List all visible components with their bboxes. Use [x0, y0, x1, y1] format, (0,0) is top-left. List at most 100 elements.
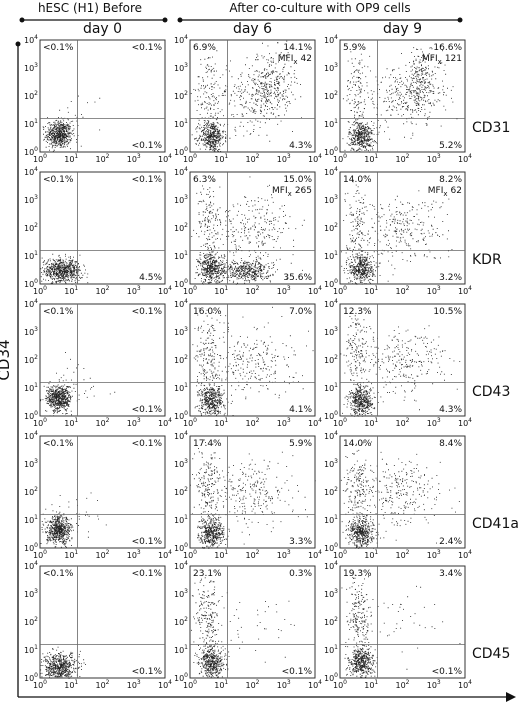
tick-base: 10 [174, 64, 184, 73]
tick-exp: 0 [34, 542, 38, 549]
tick-exp: 1 [34, 118, 38, 125]
tick-base: 10 [174, 590, 184, 599]
quadrant-percent: <0.1% [132, 569, 163, 579]
tick-base: 10 [158, 155, 168, 164]
tick-label: 102 [245, 417, 259, 428]
dot-cloud [341, 569, 461, 679]
tick-base: 10 [33, 419, 43, 428]
quadrant-percent: <0.1% [132, 405, 163, 415]
tick-exp: 0 [193, 153, 197, 160]
mfi-value: 42 [301, 54, 312, 64]
tick-base: 10 [324, 224, 334, 233]
tick-base: 10 [245, 551, 255, 560]
tick-label: 103 [127, 679, 141, 690]
tick-label: 104 [158, 285, 172, 296]
tick-base: 10 [158, 419, 168, 428]
tick-base: 10 [64, 681, 74, 690]
tick-label: 104 [24, 298, 38, 309]
tick-label: 101 [174, 382, 188, 393]
tick-base: 10 [214, 681, 224, 690]
quadrant-percent: 14.0% [343, 439, 372, 449]
tick-label: 102 [95, 285, 109, 296]
tick-exp: 1 [224, 549, 228, 556]
tick-exp: 4 [468, 153, 472, 160]
dot-cloud [42, 95, 101, 152]
tick-base: 10 [174, 544, 184, 553]
tick-base: 10 [33, 551, 43, 560]
tick-exp: 1 [334, 514, 338, 521]
tick-label: 100 [183, 153, 197, 164]
tick-exp: 1 [224, 679, 228, 686]
dot-cloud [191, 577, 295, 679]
quadrant-percent: 14.1% [283, 43, 312, 53]
quadrant-percent: 4.1% [289, 405, 312, 415]
tick-exp: 2 [256, 679, 260, 686]
tick-label: 102 [245, 549, 259, 560]
tick-exp: 4 [168, 153, 172, 160]
tick-exp: 0 [34, 278, 38, 285]
tick-label: 100 [183, 549, 197, 560]
tick-exp: 4 [184, 430, 188, 437]
tick-exp: 2 [34, 90, 38, 97]
tick-base: 10 [245, 681, 255, 690]
tick-label: 104 [308, 285, 322, 296]
tick-exp: 0 [343, 153, 347, 160]
tick-label: 102 [324, 354, 338, 365]
tick-label: 104 [174, 560, 188, 571]
tick-label: 100 [333, 153, 347, 164]
tick-label: 104 [308, 679, 322, 690]
tick-exp: 3 [34, 326, 38, 333]
tick-base: 10 [95, 155, 105, 164]
tick-exp: 2 [406, 417, 410, 424]
quadrant-percent: <0.1% [43, 439, 74, 449]
tick-base: 10 [24, 618, 34, 627]
mfi-label: MFIx 42 [278, 54, 312, 66]
tick-label: 101 [64, 417, 78, 428]
tick-label: 101 [214, 285, 228, 296]
tick-base: 10 [183, 155, 193, 164]
tick-exp: 2 [406, 679, 410, 686]
tick-label: 104 [308, 549, 322, 560]
tick-label: 102 [95, 679, 109, 690]
tick-label: 104 [158, 679, 172, 690]
tick-label: 102 [174, 486, 188, 497]
tick-label: 101 [364, 417, 378, 428]
quadrant-percent: 2.4% [439, 537, 462, 547]
tick-base: 10 [324, 562, 334, 571]
tick-label: 101 [174, 644, 188, 655]
tick-base: 10 [364, 155, 374, 164]
tick-base: 10 [127, 419, 137, 428]
tick-base: 10 [174, 674, 184, 683]
tick-exp: 1 [74, 285, 78, 292]
tick-label: 104 [324, 166, 338, 177]
tick-base: 10 [395, 419, 405, 428]
mfi-label: MFIx 265 [272, 186, 312, 198]
tick-base: 10 [364, 419, 374, 428]
tick-exp: 4 [184, 34, 188, 41]
tick-exp: 1 [224, 417, 228, 424]
quadrant-percent: 3.2% [439, 273, 462, 283]
tick-label: 101 [214, 153, 228, 164]
tick-label: 103 [324, 458, 338, 469]
tick-label: 101 [174, 250, 188, 261]
tick-base: 10 [324, 412, 334, 421]
tick-base: 10 [427, 287, 437, 296]
tick-label: 104 [308, 153, 322, 164]
tick-base: 10 [174, 618, 184, 627]
tick-label: 100 [333, 549, 347, 560]
tick-label: 103 [427, 679, 441, 690]
mfi-value: 265 [295, 186, 312, 196]
tick-exp: 1 [224, 285, 228, 292]
tick-base: 10 [33, 155, 43, 164]
column-heading: day 0 [83, 21, 122, 37]
header-left: hESC (H1) Before [38, 1, 142, 15]
tick-label: 101 [64, 153, 78, 164]
tick-exp: 3 [334, 326, 338, 333]
tick-label: 103 [427, 549, 441, 560]
plot-frame [339, 303, 466, 417]
tick-label: 103 [324, 194, 338, 205]
tick-base: 10 [183, 681, 193, 690]
tick-base: 10 [333, 551, 343, 560]
plot-frame [39, 171, 166, 285]
tick-label: 102 [395, 417, 409, 428]
